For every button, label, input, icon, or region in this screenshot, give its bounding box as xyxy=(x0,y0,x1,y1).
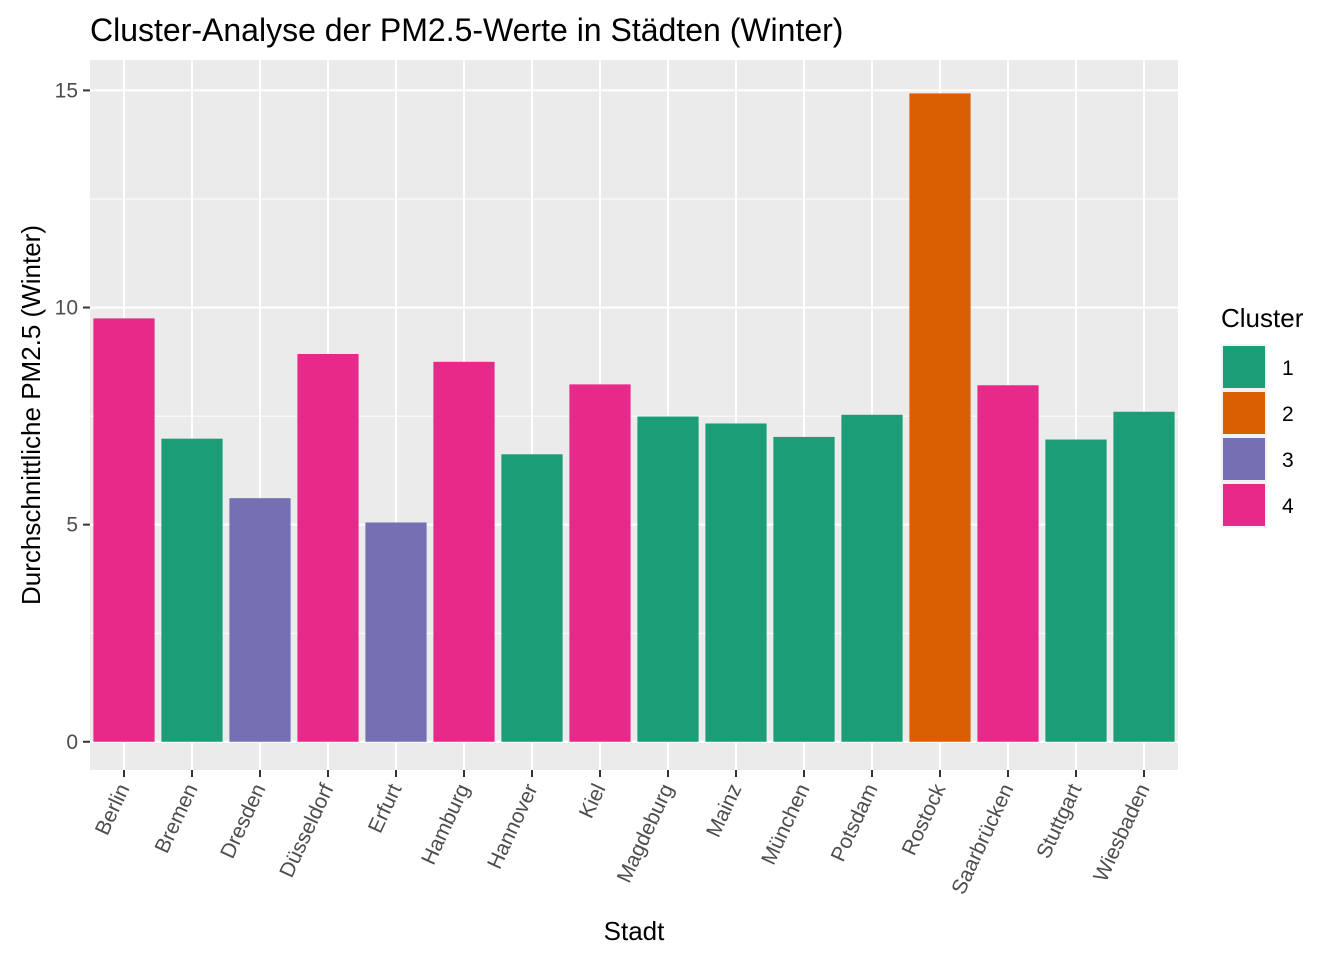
y-tick-label: 15 xyxy=(55,79,78,102)
bar-bremen xyxy=(161,438,223,742)
x-axis-title: Stadt xyxy=(604,916,665,946)
bar-wiesbaden xyxy=(1113,411,1175,742)
y-tick-label: 10 xyxy=(55,297,78,320)
x-tick-label: München xyxy=(757,780,814,868)
bar-magdeburg xyxy=(637,416,699,742)
x-tick-label: Mainz xyxy=(702,780,747,841)
y-tick-label: 0 xyxy=(66,731,78,754)
bar-potsdam xyxy=(841,414,903,742)
x-tick-label: Berlin xyxy=(91,780,135,838)
x-tick-label: Kiel xyxy=(575,780,611,821)
x-tick-label: Potsdam xyxy=(827,780,883,865)
legend-label-1: 1 xyxy=(1282,357,1294,380)
bar-münchen xyxy=(773,436,835,742)
chart-title: Cluster-Analyse der PM2.5-Werte in Städt… xyxy=(90,12,843,48)
legend-label-3: 3 xyxy=(1282,449,1294,472)
x-tick-label: Wiesbaden xyxy=(1089,780,1154,885)
legend-items: 1 2 3 4 xyxy=(1221,344,1294,528)
x-tick-label: Dresden xyxy=(216,780,270,862)
bar-hannover xyxy=(501,454,563,742)
legend-swatch-1 xyxy=(1223,346,1265,388)
x-tick-label: Erfurt xyxy=(364,780,407,836)
x-tick-label: Hamburg xyxy=(417,780,474,868)
y-tick-label: 5 xyxy=(66,514,78,537)
bar-hamburg xyxy=(433,361,495,742)
bar-kiel xyxy=(569,384,631,742)
bar-mainz xyxy=(705,423,767,742)
x-tick-label: Stuttgart xyxy=(1032,780,1086,862)
x-tick-label: Saarbrücken xyxy=(947,780,1018,898)
x-axis: Berlin Bremen Dresden Düsseldorf Erfurt Hambu… xyxy=(91,770,1155,898)
bar-erfurt xyxy=(365,522,427,742)
legend-swatch-4 xyxy=(1223,484,1265,526)
y-axis: 0 5 10 15 xyxy=(55,79,90,754)
bars xyxy=(93,93,1175,742)
bar-berlin xyxy=(93,318,155,742)
bar-düsseldorf xyxy=(297,353,359,742)
x-tick-label: Hannover xyxy=(483,780,542,872)
legend-label-2: 2 xyxy=(1282,403,1294,426)
bar-stuttgart xyxy=(1045,439,1107,742)
y-axis-title: Durchschnittliche PM2.5 (Winter) xyxy=(16,225,46,605)
x-tick-label: Düsseldorf xyxy=(275,780,338,881)
bar-dresden xyxy=(229,498,291,742)
x-tick-label: Rostock xyxy=(898,780,951,859)
legend-swatch-2 xyxy=(1223,392,1265,434)
legend-title: Cluster xyxy=(1221,303,1304,333)
legend: Cluster 1 2 3 4 xyxy=(1221,303,1304,528)
legend-label-4: 4 xyxy=(1282,495,1294,518)
x-tick-label: Bremen xyxy=(151,780,203,856)
legend-swatch-3 xyxy=(1223,438,1265,480)
x-tick-label: Magdeburg xyxy=(613,780,679,886)
bar-rostock xyxy=(909,93,971,742)
bar-saarbrücken xyxy=(977,385,1039,742)
